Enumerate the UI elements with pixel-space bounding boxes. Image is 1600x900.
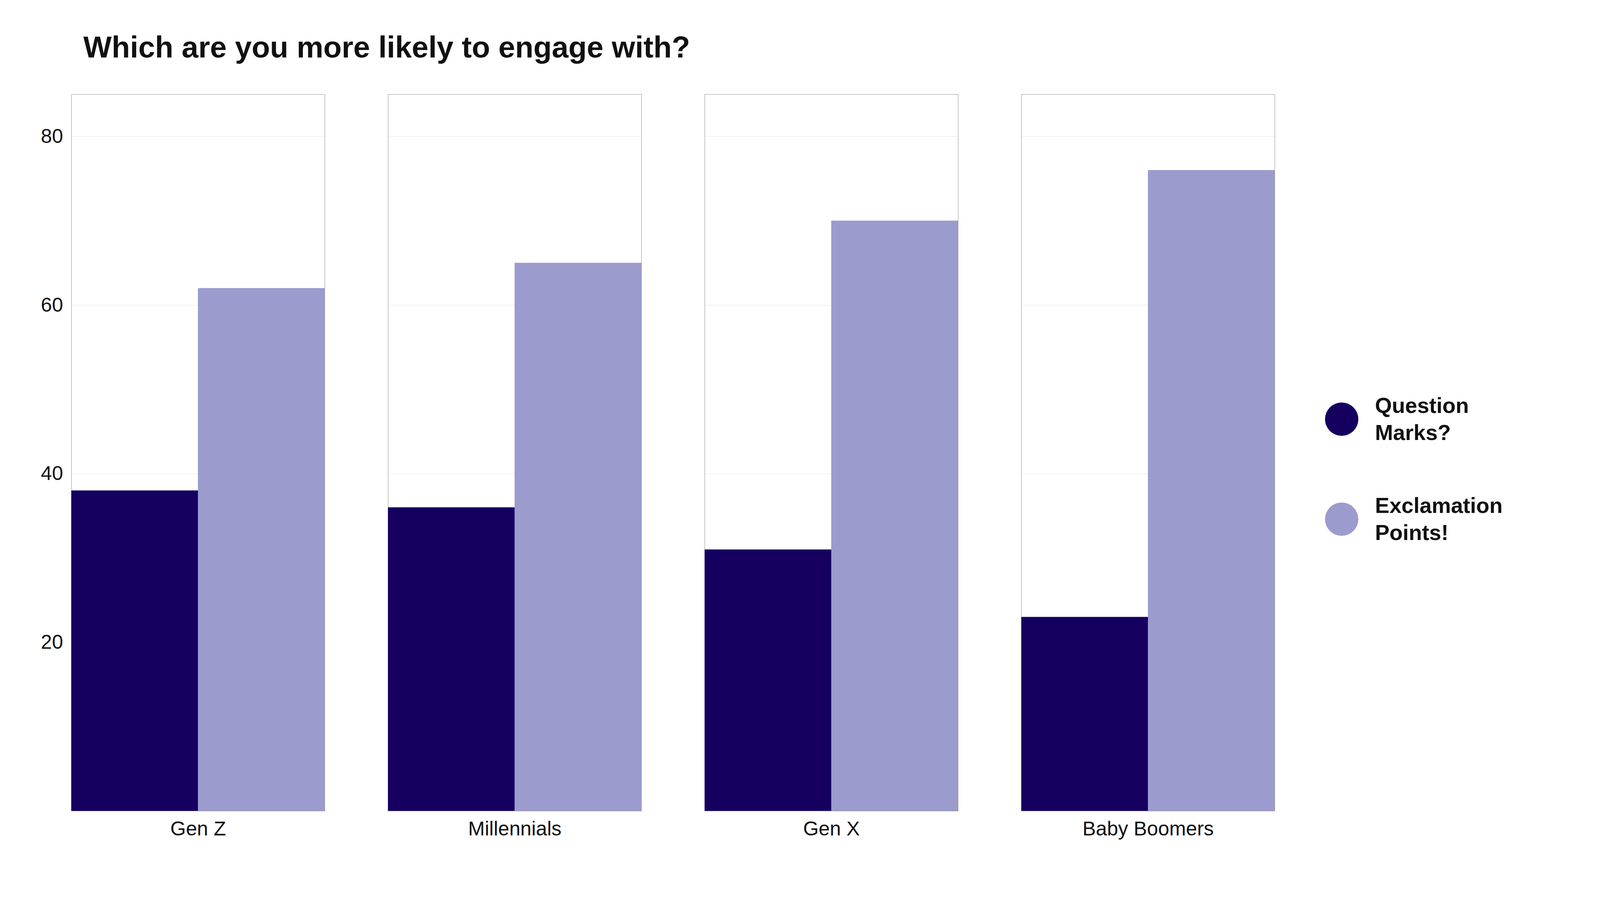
svg-text:80: 80 bbox=[40, 125, 63, 148]
html-text:Exclamation Points!: Exclamation Points! bbox=[1375, 493, 1503, 545]
svg-text:Gen X: Gen X bbox=[802, 817, 860, 840]
svg-text:Millennials: Millennials bbox=[467, 817, 562, 840]
svg-text:Baby Boomers: Baby Boomers bbox=[1082, 817, 1214, 840]
svg-text:60: 60 bbox=[40, 293, 63, 316]
svg-text:40: 40 bbox=[40, 462, 63, 485]
svg-text:20: 20 bbox=[40, 631, 63, 654]
html-text:Which are you more likely to e: Which are you more likely to engage with… bbox=[83, 30, 691, 64]
html-text:Question Marks?: Question Marks? bbox=[1375, 393, 1469, 445]
svg-text:Gen Z: Gen Z bbox=[170, 817, 226, 840]
